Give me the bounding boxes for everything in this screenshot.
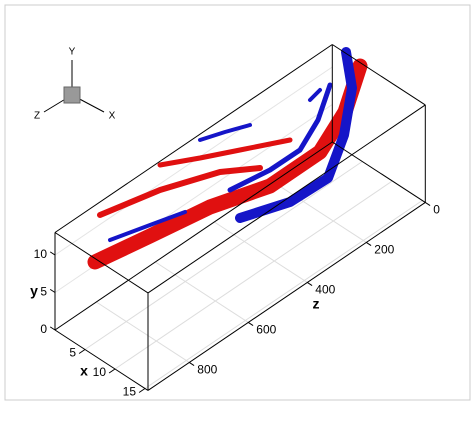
blue-surface	[200, 125, 250, 140]
chart: Y X Z x y z 0 200 400 600 800 5 10 15 0 5 10	[0, 0, 476, 423]
x-tick-label: 15	[123, 385, 137, 399]
triad-label: Z	[34, 111, 40, 122]
x-tick	[79, 350, 85, 354]
z-tick-label: 400	[315, 283, 335, 297]
z-tick	[307, 282, 312, 285]
y-tick	[50, 327, 55, 330]
z-tick	[366, 242, 371, 245]
z-tick-label: 0	[433, 203, 440, 217]
x-axis-title: x	[80, 363, 88, 379]
grid-line	[145, 201, 422, 389]
z-axis-title: z	[313, 296, 320, 312]
blue-surface	[310, 90, 320, 100]
y-tick-label: 0	[40, 322, 47, 336]
box-edge	[55, 142, 332, 330]
triad-label: Y	[69, 47, 76, 58]
y-tick-label: 5	[40, 285, 47, 299]
y-tick	[50, 289, 55, 292]
z-tick-label: 800	[197, 363, 217, 377]
x-tick-label: 10	[93, 365, 107, 379]
z-tick-label: 600	[256, 323, 276, 337]
y-axis-title: y	[30, 283, 38, 299]
triad-label: X	[109, 111, 116, 122]
x-tick	[109, 369, 115, 373]
y-tick	[50, 252, 55, 255]
x-tick-label: 5	[69, 346, 76, 360]
triad-cube	[64, 87, 80, 103]
z-tick	[425, 202, 430, 205]
red-surface	[160, 140, 290, 165]
z-tick	[248, 322, 253, 325]
grid-line	[85, 162, 362, 350]
orientation-axes	[44, 60, 104, 112]
z-tick-label: 200	[374, 243, 394, 257]
box-edge	[148, 105, 425, 293]
y-tick-label: 10	[34, 247, 48, 261]
x-tick	[139, 389, 145, 393]
z-tick	[189, 362, 194, 365]
box-edge	[55, 330, 148, 390]
